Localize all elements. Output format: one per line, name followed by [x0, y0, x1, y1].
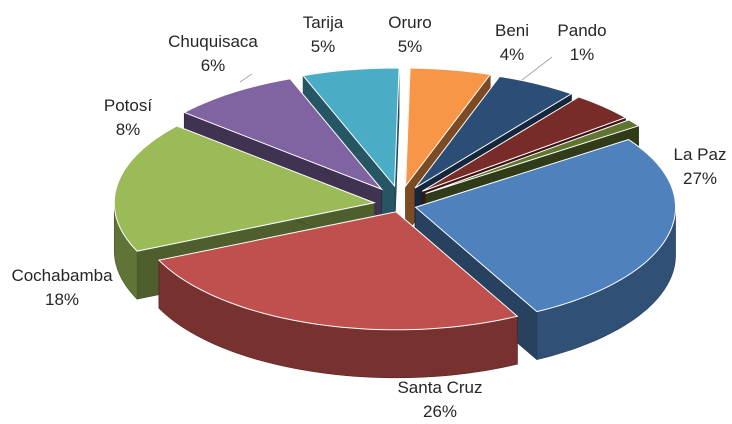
pie-slice-potosi: [183, 78, 384, 191]
slice-value-tarija: 5%: [311, 37, 336, 56]
pie-slice-beni: [422, 96, 627, 192]
pie-slice-oruro: [414, 75, 573, 189]
slice-value-potosi: 8%: [116, 120, 141, 139]
slice-label-la-paz: La Paz: [674, 145, 727, 164]
slice-tops: [113, 67, 677, 331]
slice-label-chuquisaca: Chuquisaca: [168, 32, 258, 51]
slice-value-la-paz: 27%: [683, 169, 717, 188]
slice-value-oruro: 5%: [398, 37, 423, 56]
pie-slice-pando: [425, 119, 640, 194]
leader-line-pando: [521, 56, 553, 81]
slice-label-tarija: Tarija: [303, 13, 344, 32]
slice-value-chuquisaca: 6%: [201, 56, 226, 75]
pie-slice-chuquisaca: [302, 67, 400, 188]
slice-value-santa-cruz: 26%: [423, 402, 457, 421]
slice-label-potosi: Potosí: [104, 96, 152, 115]
slice-labels: La Paz 27% Santa Cruz 26% Cochabamba 18% Potos…: [11, 13, 726, 421]
slice-label-beni: Beni: [495, 21, 529, 40]
slice-label-santa-cruz: Santa Cruz: [397, 378, 482, 397]
slice-label-cochabamba: Cochabamba: [11, 266, 113, 285]
leader-line-chuquisaca: [239, 73, 253, 83]
slice-label-pando: Pando: [557, 21, 606, 40]
slice-value-cochabamba: 18%: [45, 290, 79, 309]
slice-label-oruro: Oruro: [388, 13, 431, 32]
slice-value-beni: 4%: [500, 45, 525, 64]
leader-lines: [239, 56, 553, 83]
pie-slice-cochabamba: [113, 125, 377, 252]
pie-slice-tarija: [404, 67, 492, 188]
slice-value-pando: 1%: [570, 45, 595, 64]
pie-slice-la-paz: [414, 139, 677, 313]
pie-slice-santa-cruz: [157, 211, 519, 331]
